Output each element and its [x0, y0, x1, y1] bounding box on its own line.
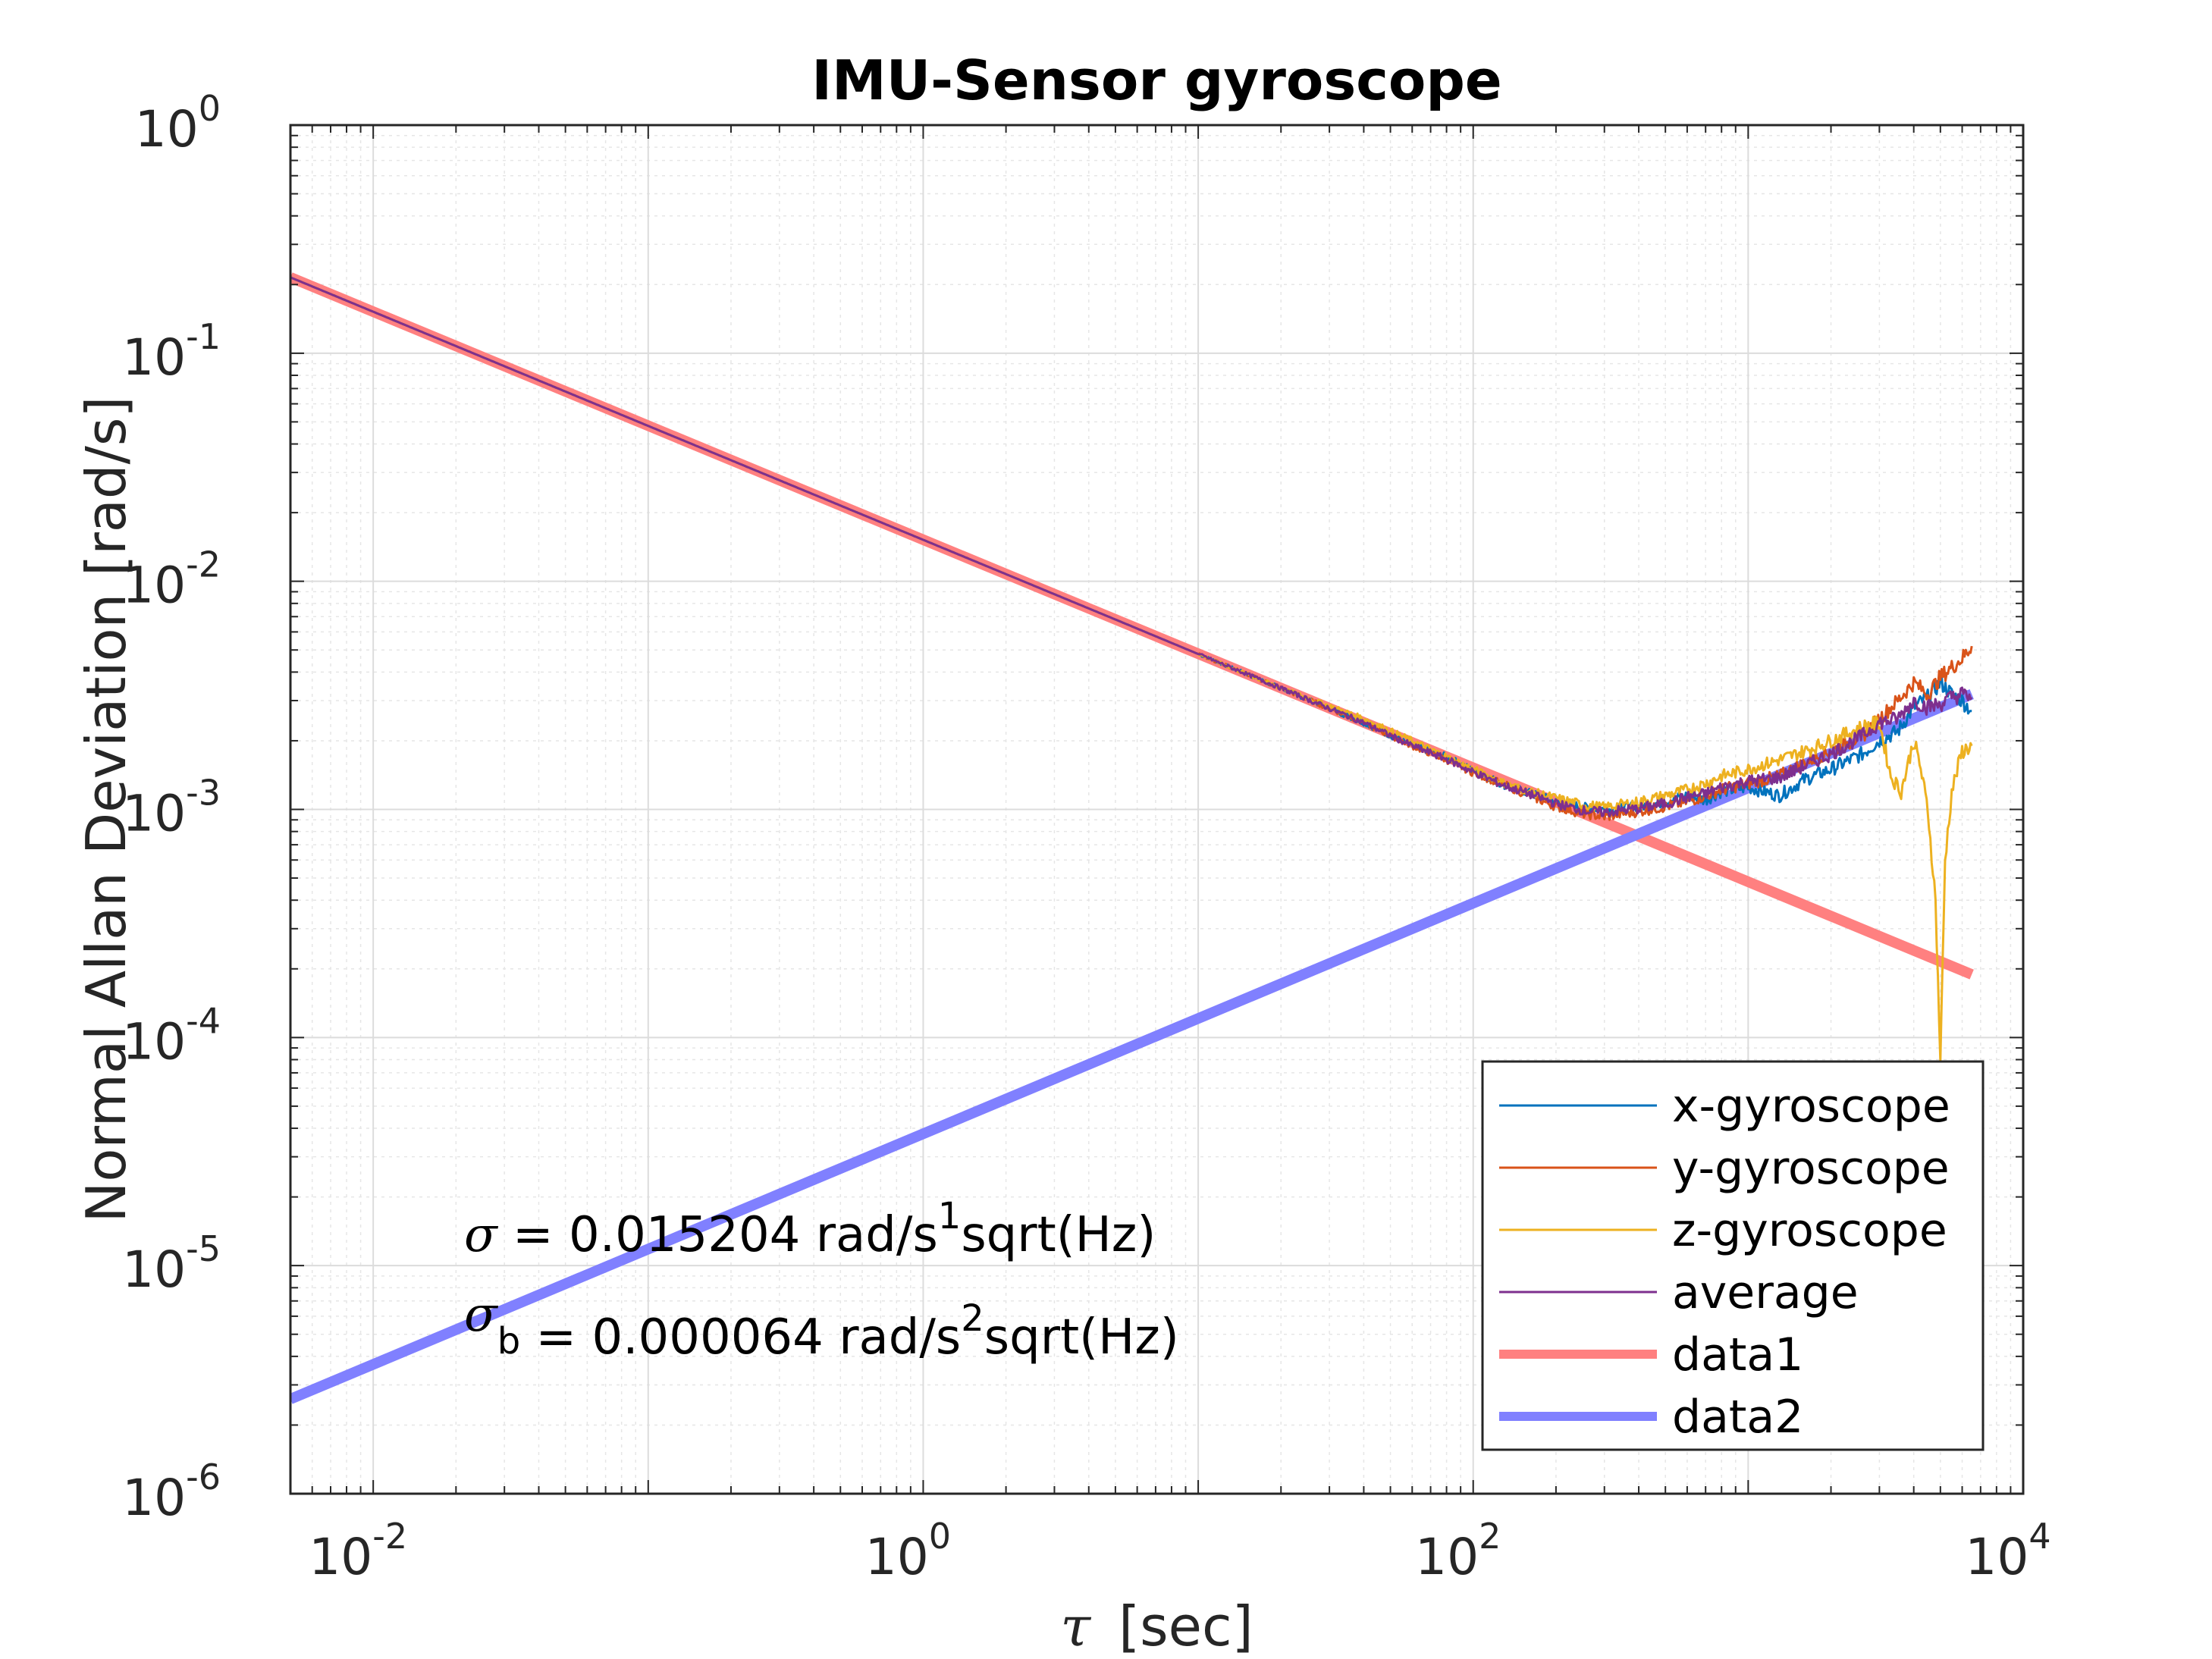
x-axis-unit: [sec] — [1119, 1595, 1253, 1658]
series-group — [290, 272, 1974, 1404]
y-tick-label: 10-3 — [122, 773, 221, 843]
x-axis-symbol: τ — [1060, 1595, 1091, 1658]
legend-label-z-gyroscope: z-gyroscope — [1672, 1204, 1947, 1257]
axis-ticks — [290, 124, 2024, 1494]
x-tick-label: 104 — [1965, 1516, 2050, 1586]
series-line-average — [290, 276, 1973, 817]
y-tick-label: 100 — [135, 88, 221, 158]
y-tick-label: 10-1 — [122, 316, 221, 387]
legend-label-average: average — [1672, 1266, 1859, 1319]
annotation-text: σb = 0.000064 rad/s2sqrt(Hz) — [464, 1287, 1179, 1366]
legend-label-data1: data1 — [1672, 1328, 1803, 1381]
y-tick-label: 10-4 — [122, 1000, 221, 1071]
annotations: σ = 0.015204 rad/s1sqrt(Hz) σb = 0.000064… — [464, 1195, 1179, 1366]
legend-box — [1481, 1060, 1985, 1451]
legend: x-gyroscope y-gyroscope z-gyroscope average… — [1481, 1060, 1985, 1451]
x-tick-label: 100 — [865, 1516, 951, 1586]
x-axis-label: τ [sec] — [1060, 1595, 1253, 1658]
y-axis-label: Normal Allan Deviation [rad/s] — [74, 397, 138, 1223]
x-tick-label: 102 — [1415, 1516, 1501, 1586]
x-tick-label: 10-2 — [309, 1516, 407, 1586]
chart-title: IMU-Sensor gyroscope — [811, 49, 1501, 112]
legend-label-x-gyroscope: x-gyroscope — [1672, 1080, 1950, 1133]
annotation-text: σ = 0.015204 rad/s1sqrt(Hz) — [464, 1195, 1156, 1263]
tick-labels: 10-2 100 102 104 100 10-1 10-2 10-3 10-4 10-5 10-6 — [122, 88, 2050, 1586]
legend-label-data2: data2 — [1672, 1391, 1803, 1444]
legend-label-y-gyroscope: y-gyroscope — [1672, 1142, 1950, 1195]
y-tick-label: 10-6 — [122, 1457, 221, 1527]
y-tick-label: 10-5 — [122, 1228, 221, 1299]
series-line-data2 — [290, 689, 1974, 1404]
y-tick-label: 10-2 — [122, 544, 221, 615]
